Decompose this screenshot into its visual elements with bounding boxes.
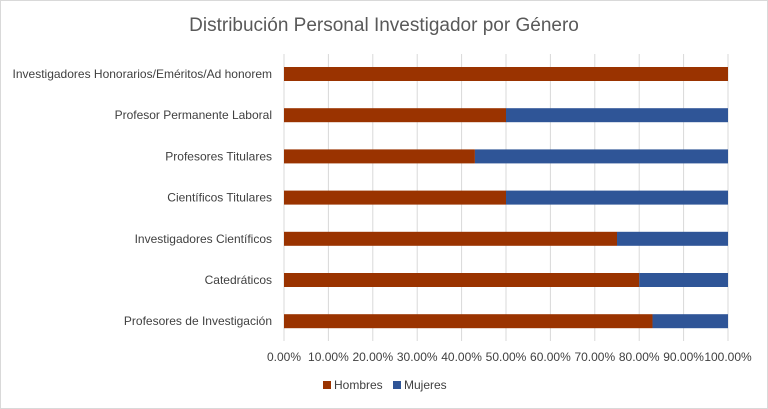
x-tick-label: 50.00% (486, 350, 527, 364)
category-labels: Investigadores Honorarios/Eméritos/Ad ho… (13, 67, 272, 328)
x-tick-label: 20.00% (352, 350, 393, 364)
category-label: Catedráticos (205, 273, 272, 287)
bar-mujeres (652, 314, 728, 329)
category-label: Investigadores Honorarios/Eméritos/Ad ho… (13, 67, 272, 81)
x-tick-label: 80.00% (619, 350, 660, 364)
bar-mujeres (639, 273, 728, 287)
bar-hombres (284, 314, 653, 329)
x-tick-label: 90.00% (663, 350, 704, 364)
bar-hombres (284, 108, 506, 123)
bar-mujeres (474, 149, 728, 164)
bars (284, 67, 728, 329)
x-tick-label: 70.00% (574, 350, 615, 364)
x-tick-label: 100.00% (704, 350, 752, 364)
legend-swatch (393, 381, 401, 389)
category-label: Científicos Titulares (167, 191, 272, 205)
x-tick-label: 0.00% (267, 350, 301, 364)
bar-hombres (284, 149, 475, 164)
bar-mujeres (506, 108, 728, 123)
chart-title: Distribución Personal Investigador por G… (189, 15, 579, 36)
category-label: Investigadores Científicos (135, 232, 272, 246)
category-label: Profesor Permanente Laboral (115, 108, 272, 122)
x-axis-ticks: 0.00% 10.00% 20.00% 30.00% 40.00% 50.00% 60.00… (267, 350, 752, 364)
bar-hombres (284, 190, 506, 205)
legend-label: Hombres (334, 378, 383, 392)
category-label: Profesores de Investigación (124, 314, 272, 328)
x-tick-label: 30.00% (397, 350, 438, 364)
x-tick-label: 60.00% (530, 350, 571, 364)
bar-mujeres (617, 231, 728, 246)
category-label: Profesores Titulares (165, 149, 272, 163)
x-tick-label: 40.00% (441, 350, 482, 364)
legend-label: Mujeres (404, 378, 447, 392)
legend: Hombres Mujeres (323, 378, 447, 392)
bar-hombres (284, 273, 640, 287)
bar-hombres (284, 231, 617, 246)
legend-swatch (323, 381, 331, 389)
bar-hombres (284, 67, 728, 81)
x-tick-label: 10.00% (308, 350, 349, 364)
bar-mujeres (506, 190, 728, 205)
